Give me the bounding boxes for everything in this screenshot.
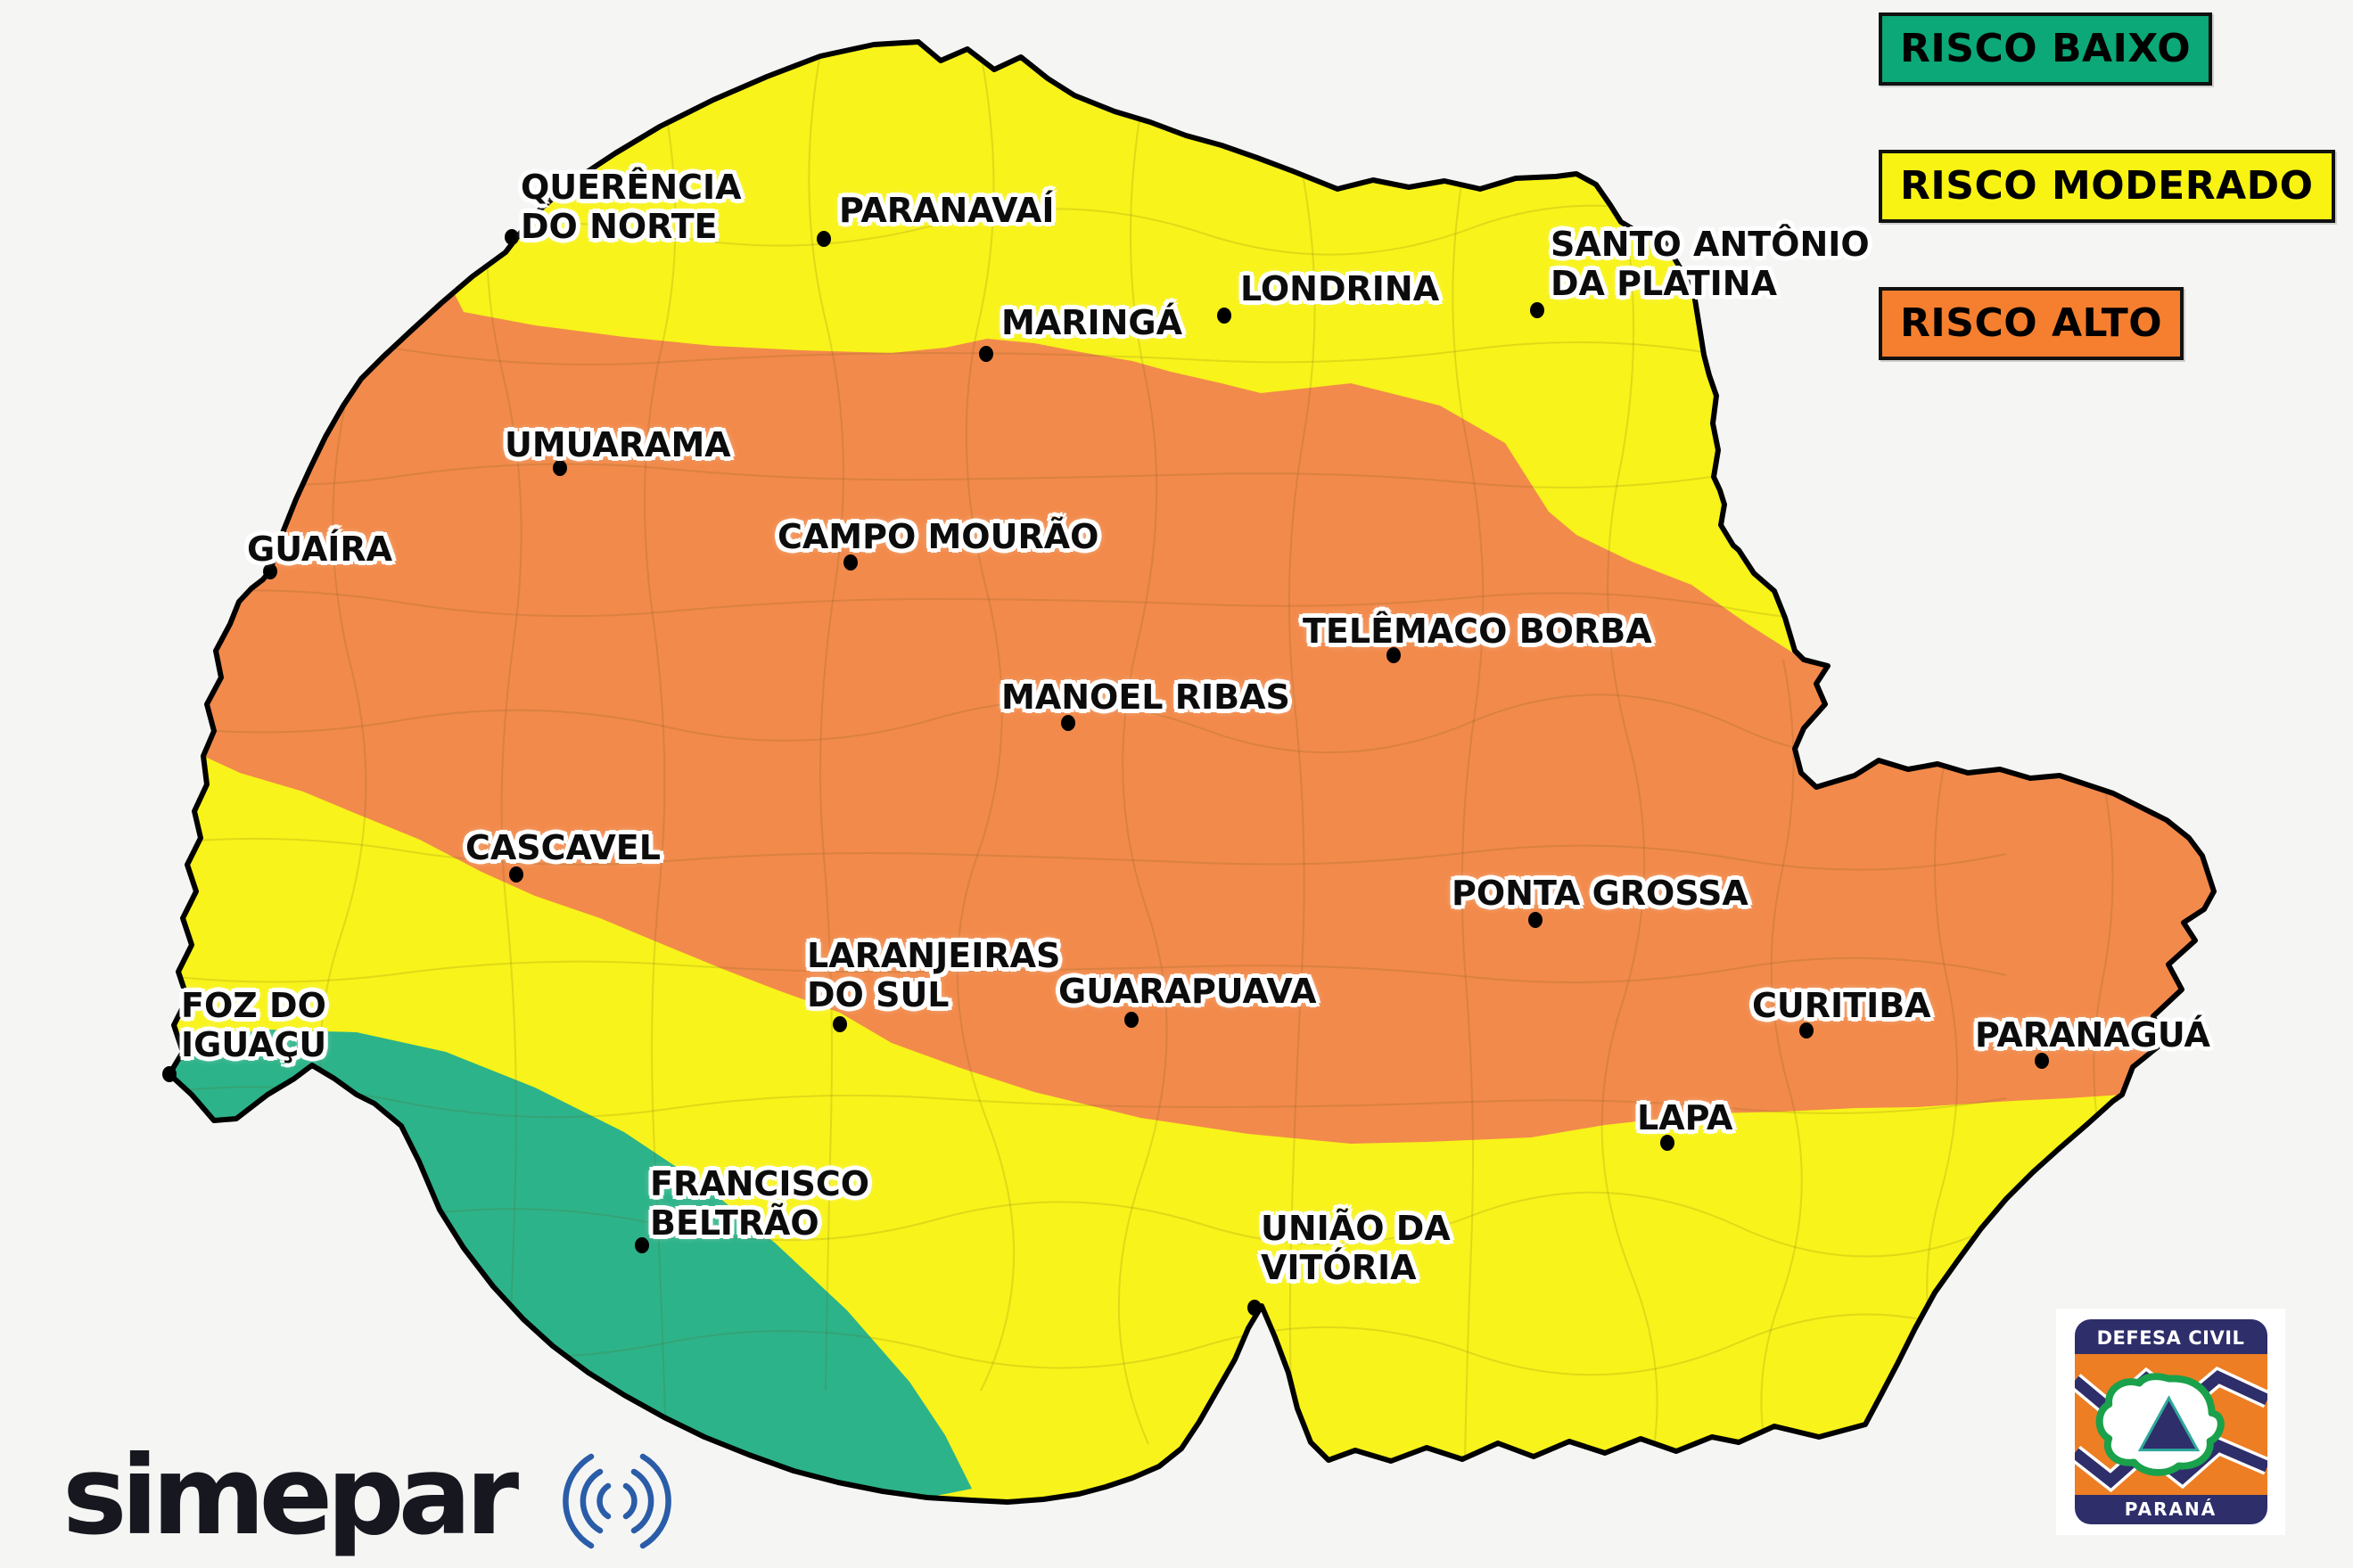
defesa-civil-emblem-graphic bbox=[2074, 1367, 2267, 1493]
state-border bbox=[167, 39, 2217, 1505]
city-label-foz-do-iguacu: FOZ DO IGUAÇU bbox=[181, 986, 327, 1065]
city-dot-londrina bbox=[1217, 308, 1231, 324]
city-dot-curitiba bbox=[1799, 1022, 1814, 1038]
city-label-cascavel: CASCAVEL bbox=[465, 828, 661, 867]
simepar-wordmark: simepar bbox=[62, 1432, 519, 1559]
city-label-guaira: GUAÍRA bbox=[247, 530, 393, 569]
defesa-civil-logo: DEFESA CIVIL PARANÁ bbox=[2056, 1309, 2285, 1535]
defesa-civil-badge: DEFESA CIVIL PARANÁ bbox=[2074, 1319, 2267, 1524]
city-label-laranjeiras-do-sul: LARANJEIRAS DO SUL bbox=[807, 936, 1061, 1015]
city-dot-ponta-grossa bbox=[1528, 912, 1543, 928]
city-dot-umuarama bbox=[553, 460, 567, 476]
risk-legend: RISCO BAIXO RISCO MODERADO RISCO ALTO bbox=[1879, 12, 2335, 424]
city-dot-santo-antonio-da-platina bbox=[1530, 302, 1544, 318]
city-label-maringa: MARINGÁ bbox=[1001, 303, 1183, 342]
city-label-umuarama: UMUARAMA bbox=[505, 425, 731, 464]
city-dot-guaira bbox=[263, 563, 277, 579]
risk-low-region bbox=[169, 1030, 972, 1498]
city-dot-querencia-do-norte bbox=[505, 229, 519, 245]
city-label-campo-mourao: CAMPO MOURÃO bbox=[777, 517, 1099, 556]
city-dot-foz-do-iguacu bbox=[162, 1066, 177, 1082]
city-dot-francisco-beltrao bbox=[635, 1237, 649, 1253]
city-label-uniao-da-vitoria: UNIÃO DA VITÓRIA bbox=[1261, 1209, 1451, 1288]
civil-defense-triangle bbox=[2137, 1395, 2200, 1452]
city-dot-cascavel bbox=[509, 866, 523, 883]
city-dot-paranagua bbox=[2035, 1053, 2049, 1069]
city-label-francisco-beltrao: FRANCISCO BELTRÃO bbox=[650, 1164, 870, 1244]
city-label-paranavai: PARANAVAÍ bbox=[839, 191, 1055, 230]
city-dot-telemaco-borba bbox=[1386, 647, 1401, 663]
city-label-guarapuava: GUARAPUAVA bbox=[1058, 972, 1317, 1011]
legend-item-alto: RISCO ALTO bbox=[1879, 287, 2184, 360]
city-label-curitiba: CURITIBA bbox=[1752, 986, 1931, 1025]
city-label-telemaco-borba: TELÊMACO BORBA bbox=[1303, 612, 1652, 651]
city-dot-uniao-da-vitoria bbox=[1247, 1300, 1262, 1316]
city-dot-laranjeiras-do-sul bbox=[833, 1016, 847, 1032]
city-label-londrina: LONDRINA bbox=[1240, 269, 1440, 308]
city-dot-maringa bbox=[979, 346, 993, 362]
city-label-santo-antonio-da-platina: SANTO ANTÔNIO DA PLATINA bbox=[1551, 225, 1870, 304]
city-dot-paranavai bbox=[817, 231, 831, 247]
city-dot-campo-mourao bbox=[843, 554, 858, 571]
city-label-lapa: LAPA bbox=[1637, 1098, 1733, 1137]
city-dot-lapa bbox=[1660, 1135, 1674, 1151]
defesa-civil-emblem bbox=[2074, 1354, 2267, 1495]
city-label-ponta-grossa: PONTA GROSSA bbox=[1452, 874, 1748, 913]
defesa-civil-parana: PARANÁ bbox=[2124, 1498, 2217, 1520]
legend-item-baixo: RISCO BAIXO bbox=[1879, 12, 2213, 86]
legend-item-moderado: RISCO MODERADO bbox=[1879, 150, 2335, 223]
simepar-logo: simepar bbox=[62, 1424, 684, 1566]
city-dot-manoel-ribas bbox=[1061, 715, 1075, 731]
city-label-manoel-ribas: MANOEL RIBAS bbox=[1001, 677, 1290, 717]
risk-high-region bbox=[203, 294, 2214, 1144]
city-dot-guarapuava bbox=[1124, 1012, 1139, 1028]
city-label-paranagua: PARANAGUÁ bbox=[1975, 1015, 2210, 1055]
simepar-signal-icon bbox=[563, 1453, 671, 1549]
city-label-querencia-do-norte: QUERÊNCIA DO NORTE bbox=[521, 168, 742, 247]
defesa-civil-title: DEFESA CIVIL bbox=[2096, 1327, 2245, 1349]
